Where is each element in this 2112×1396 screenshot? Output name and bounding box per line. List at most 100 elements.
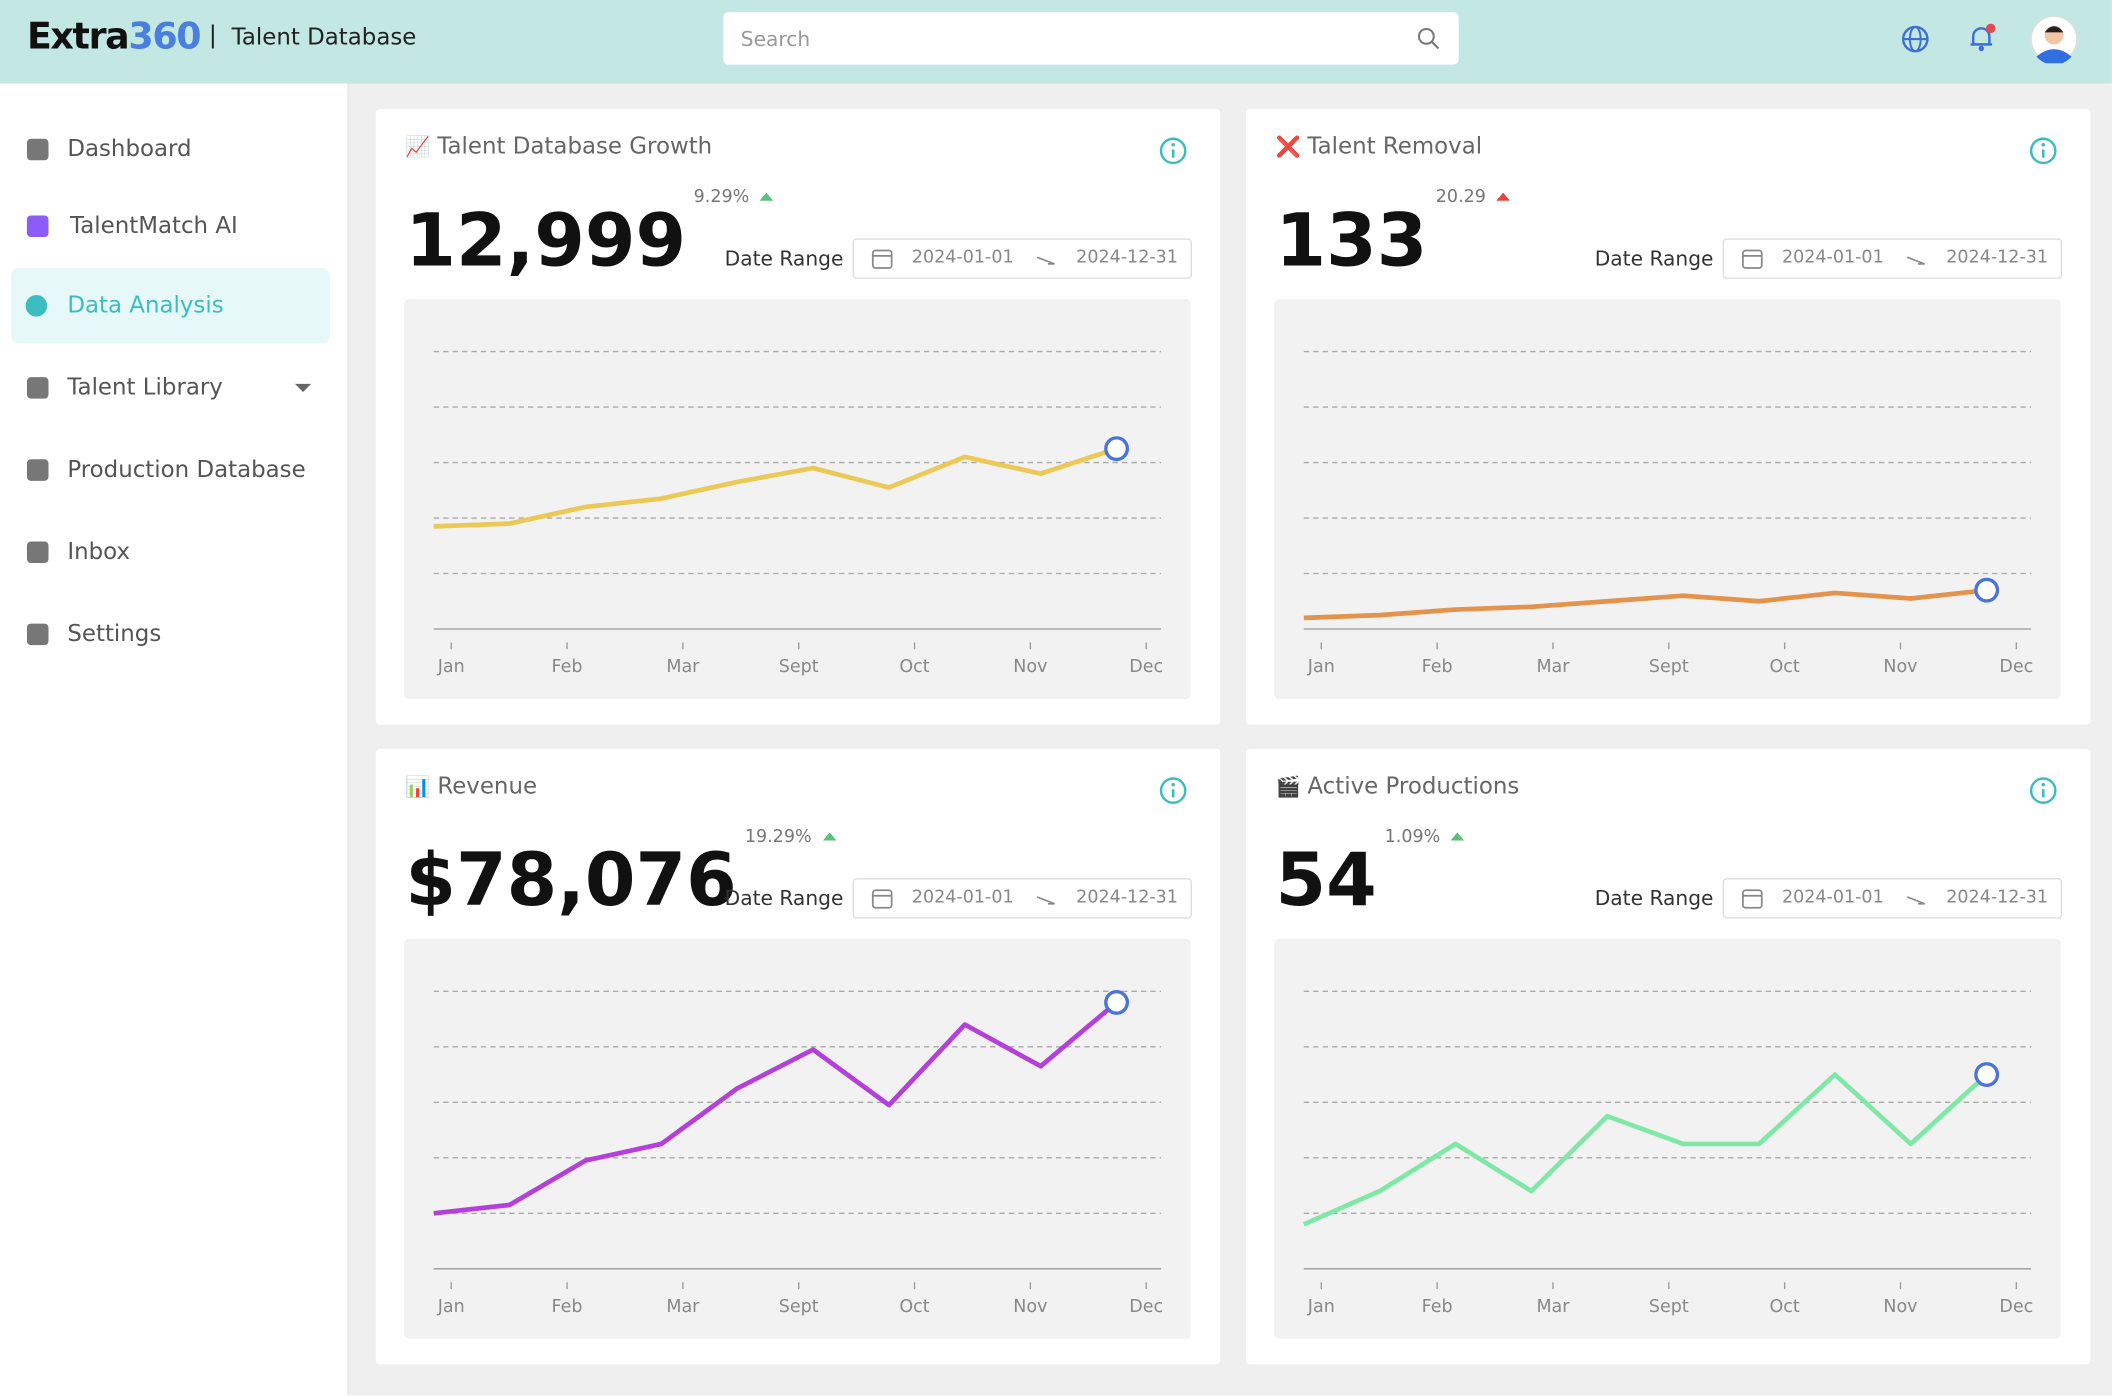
nav-icon — [26, 138, 49, 161]
arrow — [1496, 192, 1511, 201]
stat-card: 🎬 Active Productions 54 1.09% Date Range 2024… — [1245, 748, 2091, 1365]
change-arrow — [822, 832, 836, 841]
change-arrow — [760, 192, 774, 201]
nav-item[interactable]: Data Analysis — [10, 268, 330, 344]
arrow — [1906, 256, 1926, 265]
change-text: 1.09% — [1384, 826, 1441, 848]
stat-card: 📊 Revenue $78,076 19.29% Date Range 2024-01-0… — [375, 748, 1221, 1365]
change-arrow — [1496, 192, 1511, 201]
date-range-picker[interactable]: 2024-01-01 2024-12-31 — [852, 878, 1193, 919]
end-marker[interactable] — [1974, 1062, 2000, 1088]
end-marker[interactable] — [1974, 577, 2000, 603]
x-tick-label: Jan — [437, 1297, 465, 1317]
change: 1.09% — [1385, 827, 1465, 847]
chart-area: Jan Feb Mar Sept Oct Nov Dec — [1274, 299, 2061, 700]
nav-label: Settings — [67, 620, 162, 648]
range-arrow — [1036, 896, 1055, 905]
x-tick-label: Nov — [1013, 657, 1047, 677]
card-icon: 📊 — [405, 774, 431, 799]
card-title-text: Talent Database Growth — [437, 133, 713, 161]
nav-label: Talent Library — [67, 374, 223, 402]
x-tick-label: Sept — [1649, 657, 1689, 677]
cal — [871, 249, 893, 269]
change-text: 9.29% — [693, 187, 750, 208]
date-range-label: Date Range — [724, 246, 844, 271]
search-placeholder: Search — [740, 26, 811, 52]
end-marker[interactable] — [1104, 989, 1130, 1015]
arrow — [1036, 256, 1055, 265]
info-icon[interactable] — [1158, 776, 1188, 806]
cal — [871, 889, 893, 909]
icon-shape — [26, 541, 49, 564]
end-date: 2024-12-31 — [1946, 887, 2049, 908]
nav-label: TalentMatch AI — [70, 212, 238, 240]
card-title-text: Revenue — [437, 773, 538, 801]
big-number: 54 — [1275, 837, 1377, 923]
dropdown-caret[interactable] — [294, 383, 312, 394]
start-date: 2024-01-01 — [911, 887, 1014, 908]
series-line — [433, 446, 1118, 529]
nav-label: Production Database — [67, 456, 306, 484]
date-range-picker[interactable]: 2024-01-01 2024-12-31 — [1722, 238, 2063, 279]
end-marker[interactable] — [1104, 436, 1130, 462]
stat-card: 📈 Talent Database Growth 12,999 9.29% Date R… — [375, 109, 1221, 725]
icon-shape — [26, 215, 49, 238]
bell-icon[interactable] — [1966, 22, 1998, 54]
cal — [1742, 249, 1763, 269]
x-tick-label: Dec — [1999, 1297, 2033, 1317]
nav-item[interactable]: Dashboard — [11, 112, 330, 187]
caret — [294, 383, 312, 392]
logo[interactable]: Extra360 — [27, 16, 202, 58]
nav-item[interactable]: TalentMatch AI — [11, 189, 330, 264]
card-title: 🎬 Active Productions — [1276, 773, 1520, 800]
nav-item[interactable]: Talent Library — [11, 350, 330, 425]
arrow — [1036, 896, 1055, 905]
start-date: 2024-01-01 — [1781, 887, 1884, 908]
x-tick-label: Sept — [1649, 1297, 1689, 1317]
change: 19.29% — [745, 827, 836, 847]
big-number: 133 — [1275, 197, 1428, 283]
x-tick-label: Jan — [1307, 657, 1335, 677]
range-arrow — [1036, 256, 1055, 265]
section-title: Talent Database — [231, 24, 417, 52]
info-dot — [2041, 143, 2045, 147]
nav-icon — [26, 215, 49, 238]
nav-icon — [26, 459, 49, 481]
date-range-picker[interactable]: 2024-01-01 2024-12-31 — [852, 238, 1193, 279]
nav-item[interactable]: Inbox — [11, 515, 330, 590]
x-tick-label: Feb — [1422, 1297, 1453, 1317]
nav-item[interactable]: Settings — [11, 597, 330, 672]
avatar[interactable] — [2030, 15, 2078, 64]
icon-shape — [26, 138, 49, 161]
nav-icon — [25, 294, 48, 317]
x-tick-label: Dec — [1129, 657, 1163, 677]
search-box[interactable]: Search — [723, 12, 1459, 65]
line-chart: Jan Feb Mar Sept Oct Nov Dec — [1302, 990, 2033, 1317]
card-icon: 📈 — [405, 134, 431, 159]
info-icon[interactable] — [2028, 776, 2058, 806]
x-tick-label: Dec — [1999, 657, 2033, 677]
chart-area: Jan Feb Mar Sept Oct Nov Dec — [404, 299, 1191, 700]
nav-label: Data Analysis — [67, 292, 224, 320]
info-dot — [1171, 143, 1175, 147]
range-arrow — [1906, 256, 1926, 265]
card-title: 📊 Revenue — [405, 773, 537, 800]
nav-item[interactable]: Production Database — [11, 432, 330, 507]
x-tick-label: Feb — [552, 657, 583, 677]
end-date: 2024-12-31 — [1946, 247, 2049, 269]
calendar-icon — [871, 889, 893, 909]
nav-label: Inbox — [67, 538, 131, 566]
card-icon: 🎬 — [1275, 774, 1301, 799]
calendar-icon — [1742, 249, 1763, 269]
big-number: 12,999 — [405, 197, 687, 283]
date-range-picker[interactable]: 2024-01-01 2024-12-31 — [1722, 878, 2063, 919]
chart-area: Jan Feb Mar Sept Oct Nov Dec — [1274, 938, 2061, 1339]
x-tick-label: Mar — [666, 657, 700, 677]
info-icon[interactable] — [2028, 136, 2058, 166]
x-tick-label: Dec — [1129, 1297, 1163, 1317]
info-icon[interactable] — [1158, 136, 1188, 166]
globe-icon[interactable] — [1900, 24, 1930, 54]
x-tick-label: Mar — [1536, 1297, 1570, 1317]
x-tick-label: Mar — [1536, 657, 1570, 677]
